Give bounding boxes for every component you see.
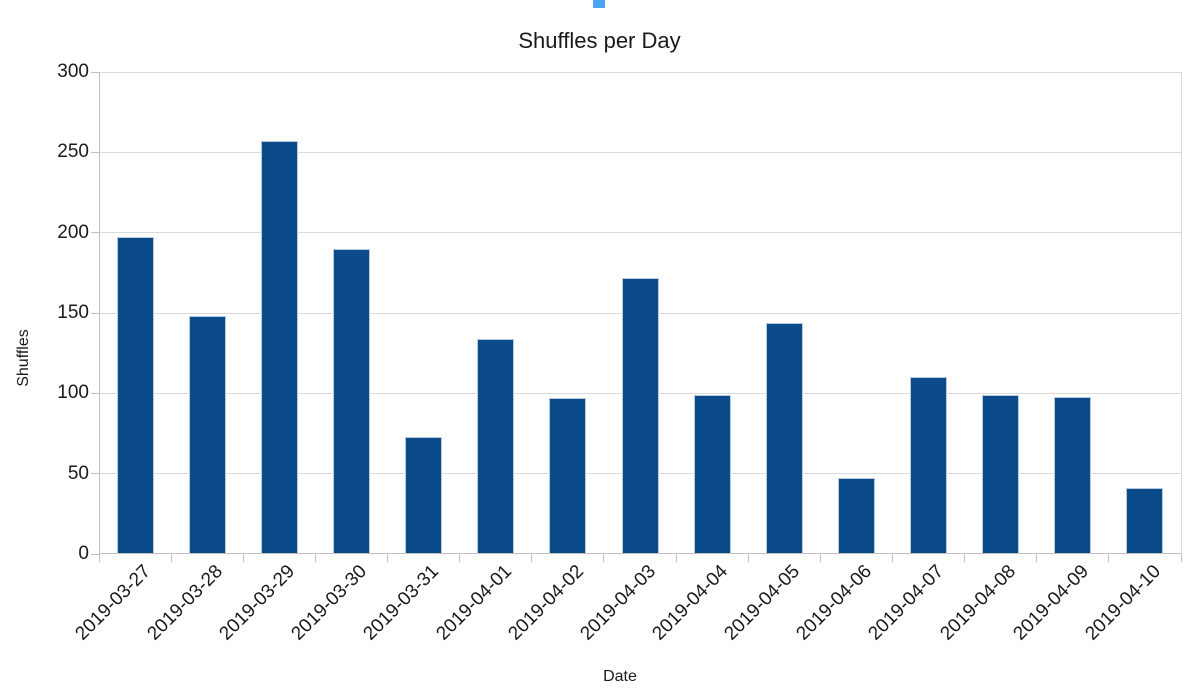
x-tick-label: 2019-04-10 <box>1081 561 1165 645</box>
y-tick-label: 300 <box>57 61 89 82</box>
chart-title: Shuffles per Day <box>518 28 681 53</box>
x-tick-mark <box>242 554 244 562</box>
x-tick-label: 2019-03-30 <box>287 561 372 645</box>
bar <box>693 394 731 554</box>
y-gridline <box>99 232 1181 234</box>
y-tick-mark <box>91 151 99 153</box>
y-tick-label: 0 <box>78 543 89 564</box>
y-gridline <box>99 151 1181 153</box>
bar <box>837 478 875 554</box>
bar <box>1054 396 1092 554</box>
x-tick-mark <box>747 554 749 562</box>
y-tick-mark <box>91 392 99 394</box>
x-tick-label: 2019-03-27 <box>71 561 155 645</box>
x-tick-label: 2019-04-07 <box>864 561 949 645</box>
bar <box>765 322 803 554</box>
bar <box>188 316 226 554</box>
x-tick-mark <box>98 554 100 562</box>
y-tick-mark <box>91 553 99 555</box>
x-tick-mark <box>387 554 389 562</box>
x-tick-label: 2019-04-02 <box>504 561 588 645</box>
bar <box>549 398 587 554</box>
y-tick-label: 250 <box>57 141 89 163</box>
x-axis-line <box>99 553 1182 554</box>
x-tick-label: 2019-03-28 <box>143 561 228 645</box>
y-tick-mark <box>91 232 99 234</box>
x-tick-mark <box>675 554 677 562</box>
y-tick-mark <box>91 473 99 475</box>
bar <box>116 237 154 554</box>
bar <box>621 277 659 554</box>
x-tick-mark <box>531 554 533 562</box>
y-gridline <box>99 71 1181 73</box>
x-tick-label: 2019-03-31 <box>359 561 444 645</box>
x-tick-mark <box>1036 554 1038 562</box>
x-tick-label: 2019-04-05 <box>720 561 805 645</box>
bar <box>477 338 515 554</box>
x-tick-mark <box>1180 554 1182 562</box>
bar <box>910 377 948 554</box>
x-tick-label: 2019-04-08 <box>936 561 1021 645</box>
y-tick-label: 50 <box>67 462 89 484</box>
x-tick-mark <box>891 554 893 562</box>
y-tick-label: 100 <box>57 382 89 404</box>
bar <box>332 248 370 554</box>
x-tick-mark <box>459 554 461 562</box>
x-tick-label: 2019-04-03 <box>576 561 660 645</box>
y-tick-mark <box>91 312 99 314</box>
x-tick-mark <box>819 554 821 562</box>
y-tick-label: 150 <box>57 302 89 323</box>
x-tick-mark <box>1108 554 1110 562</box>
x-tick-label: 2019-04-06 <box>792 561 877 645</box>
x-tick-label: 2019-04-04 <box>648 561 732 645</box>
bar <box>1126 488 1164 554</box>
x-axis-label: Date <box>603 668 637 685</box>
x-tick-mark <box>314 554 316 562</box>
y-tick-label: 200 <box>57 221 89 243</box>
y-tick-mark <box>91 71 99 73</box>
plot-frame-right <box>1181 72 1182 554</box>
x-tick-mark <box>964 554 966 562</box>
bar <box>982 394 1020 554</box>
x-tick-label: 2019-03-29 <box>215 561 300 645</box>
x-tick-mark <box>603 554 605 562</box>
x-tick-mark <box>170 554 172 562</box>
bar <box>260 141 298 554</box>
y-axis-line <box>99 72 100 554</box>
bar <box>405 436 443 554</box>
x-tick-label: 2019-04-09 <box>1009 561 1093 645</box>
clipped-blue-widget <box>593 0 605 8</box>
x-tick-label: 2019-04-01 <box>432 561 516 645</box>
y-axis-label: Shuffles <box>15 329 32 387</box>
